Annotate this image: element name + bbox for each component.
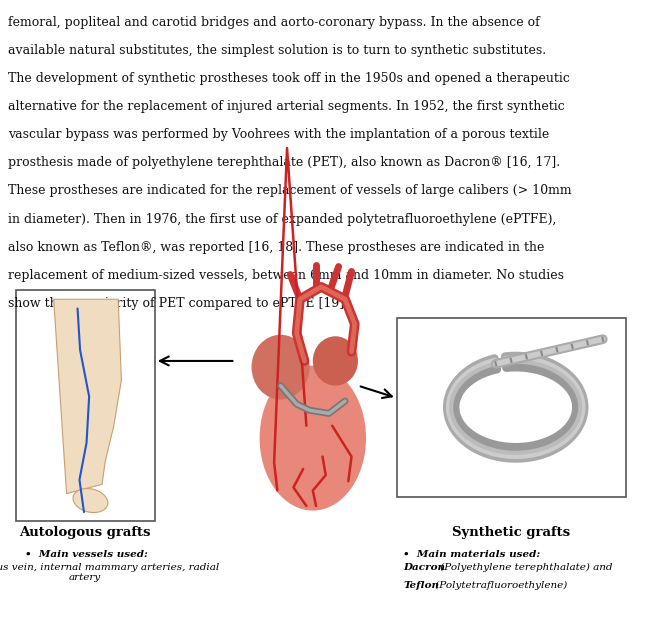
Ellipse shape — [73, 489, 108, 513]
Text: Dacron: Dacron — [403, 563, 445, 572]
Text: replacement of medium-sized vessels, between 6mm and 10mm in diameter. No studie: replacement of medium-sized vessels, bet… — [8, 269, 564, 282]
Text: Autologous grafts: Autologous grafts — [19, 526, 151, 539]
Text: in diameter). Then in 1976, the first use of expanded polytetrafluoroethylene (e: in diameter). Then in 1976, the first us… — [8, 212, 556, 226]
Text: Synthetic grafts: Synthetic grafts — [452, 526, 571, 539]
Text: (Polyethylene terephthalate) and: (Polyethylene terephthalate) and — [437, 563, 613, 572]
Text: Teflon: Teflon — [403, 581, 439, 590]
Text: vascular bypass was performed by Voohrees with the implantation of a porous text: vascular bypass was performed by Voohree… — [8, 128, 549, 141]
Ellipse shape — [313, 336, 358, 386]
Text: •  Main materials used:: • Main materials used: — [403, 550, 541, 560]
Ellipse shape — [259, 365, 366, 511]
Text: available natural substitutes, the simplest solution is to turn to synthetic sub: available natural substitutes, the simpl… — [8, 44, 546, 57]
Text: Saphenous vein, internal mammary arteries, radial
artery: Saphenous vein, internal mammary arterie… — [0, 563, 219, 582]
Text: prosthesis made of polyethylene terephthalate (PET), also known as Dacron® [16, : prosthesis made of polyethylene terephth… — [8, 157, 560, 170]
Text: femoral, popliteal and carotid bridges and aorto-coronary bypass. In the absence: femoral, popliteal and carotid bridges a… — [8, 16, 539, 29]
Text: These prostheses are indicated for the replacement of vessels of large calibers : These prostheses are indicated for the r… — [8, 184, 571, 197]
Text: (Polytetrafluoroethylene): (Polytetrafluoroethylene) — [432, 581, 567, 590]
Bar — [16, 290, 155, 521]
Text: show the superiority of PET compared to ePTFE [19] .: show the superiority of PET compared to … — [8, 297, 352, 310]
Text: also known as Teflon®, was reported [16, 18]. These prostheses are indicated in : also known as Teflon®, was reported [16,… — [8, 241, 544, 254]
Polygon shape — [54, 299, 121, 494]
Bar — [397, 318, 626, 497]
Text: alternative for the replacement of injured arterial segments. In 1952, the first: alternative for the replacement of injur… — [8, 101, 564, 114]
Ellipse shape — [252, 334, 310, 400]
Text: The development of synthetic prostheses took off in the 1950s and opened a thera: The development of synthetic prostheses … — [8, 72, 570, 85]
Text: •  Main vessels used:: • Main vessels used: — [25, 550, 148, 560]
